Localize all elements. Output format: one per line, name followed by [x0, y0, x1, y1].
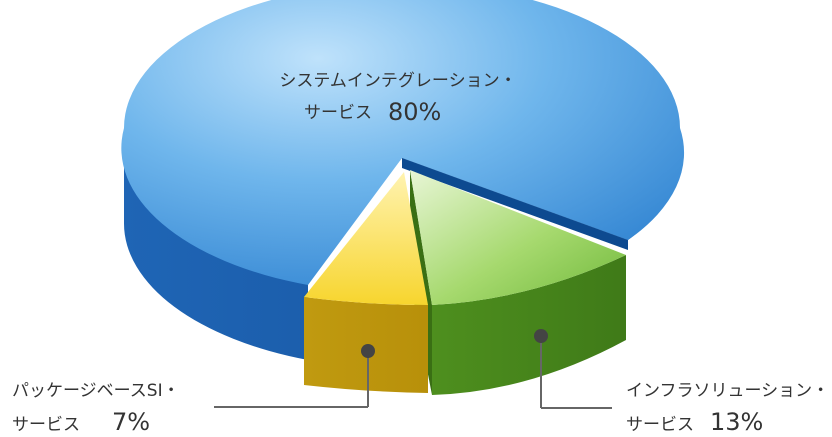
value-package-si: 7% — [112, 408, 150, 436]
label-package-si-line2: サービス — [12, 415, 80, 435]
value-infrastructure: 13% — [710, 408, 763, 436]
leader-package-si — [214, 344, 375, 408]
slice-system-integration — [121, 0, 684, 360]
slice-package-si-top — [304, 172, 428, 305]
label-system-integration-line2: サービス — [304, 103, 372, 123]
slice-infrastructure-side — [432, 255, 626, 395]
slice-system-integration-top — [121, 0, 684, 285]
slice-system-integration-cut-edge — [402, 158, 628, 250]
label-infrastructure-line1: インフラソリューション・ — [626, 381, 829, 401]
leader-infrastructure — [534, 329, 612, 409]
value-system-integration: 80% — [388, 98, 441, 126]
label-package-si-line1: パッケージベースSI・ — [12, 381, 180, 401]
slice-infrastructure-top — [410, 170, 626, 305]
label-infrastructure-line2: サービス — [626, 415, 694, 435]
label-system-integration-line1: システムインテグレーション・ — [279, 71, 516, 91]
